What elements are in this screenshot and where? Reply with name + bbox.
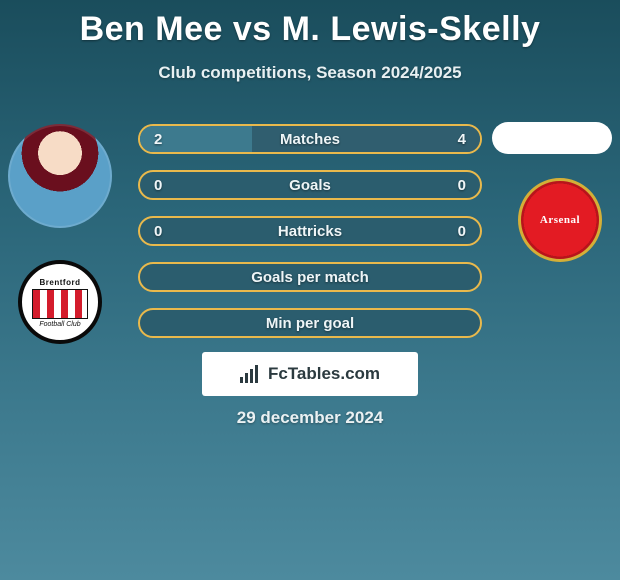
club-left-stripes-icon <box>32 289 88 319</box>
stat-label: Hattricks <box>140 223 480 240</box>
player-right-avatar <box>492 122 612 154</box>
club-left-badge: Brentford Football Club <box>18 260 102 344</box>
stat-row: 00Goals <box>138 170 482 200</box>
stat-row: Goals per match <box>138 262 482 292</box>
club-left-name: Brentford <box>40 278 81 287</box>
stat-label: Matches <box>140 131 480 148</box>
club-left-sub: Football Club <box>39 321 80 328</box>
chart-icon <box>240 365 262 383</box>
club-right-badge: Arsenal <box>518 178 602 262</box>
stat-bars: 24Matches 00Goals 00Hattricks Goals per mat… <box>138 124 482 354</box>
player-left-avatar <box>8 124 112 228</box>
stat-label: Goals per match <box>140 269 480 286</box>
stat-row: 24Matches <box>138 124 482 154</box>
page-title: Ben Mee vs M. Lewis-Skelly <box>0 0 620 49</box>
stat-label: Goals <box>140 177 480 194</box>
club-right-name: Arsenal <box>540 214 580 226</box>
date-text: 29 december 2024 <box>0 408 620 428</box>
page-subtitle: Club competitions, Season 2024/2025 <box>0 63 620 83</box>
stat-label: Min per goal <box>140 315 480 332</box>
watermark-box: FcTables.com <box>202 352 418 396</box>
stat-row: Min per goal <box>138 308 482 338</box>
stat-row: 00Hattricks <box>138 216 482 246</box>
watermark-text: FcTables.com <box>268 364 380 384</box>
